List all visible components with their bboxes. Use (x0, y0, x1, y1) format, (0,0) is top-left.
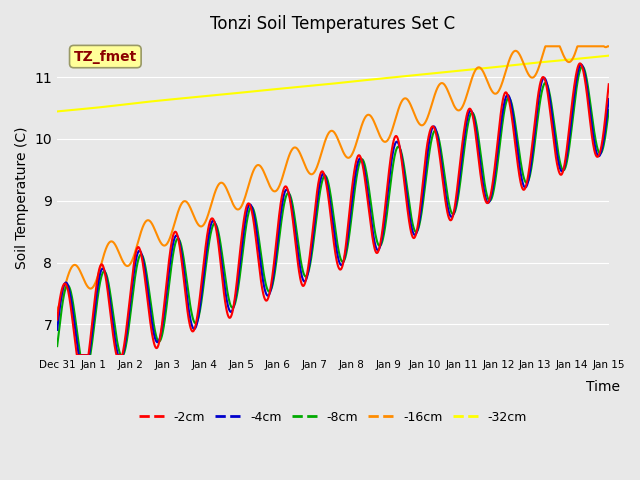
Legend: -2cm, -4cm, -8cm, -16cm, -32cm: -2cm, -4cm, -8cm, -16cm, -32cm (134, 406, 532, 429)
X-axis label: Time: Time (586, 381, 620, 395)
Text: TZ_fmet: TZ_fmet (74, 49, 137, 63)
Title: Tonzi Soil Temperatures Set C: Tonzi Soil Temperatures Set C (211, 15, 456, 33)
Y-axis label: Soil Temperature (C): Soil Temperature (C) (15, 126, 29, 269)
